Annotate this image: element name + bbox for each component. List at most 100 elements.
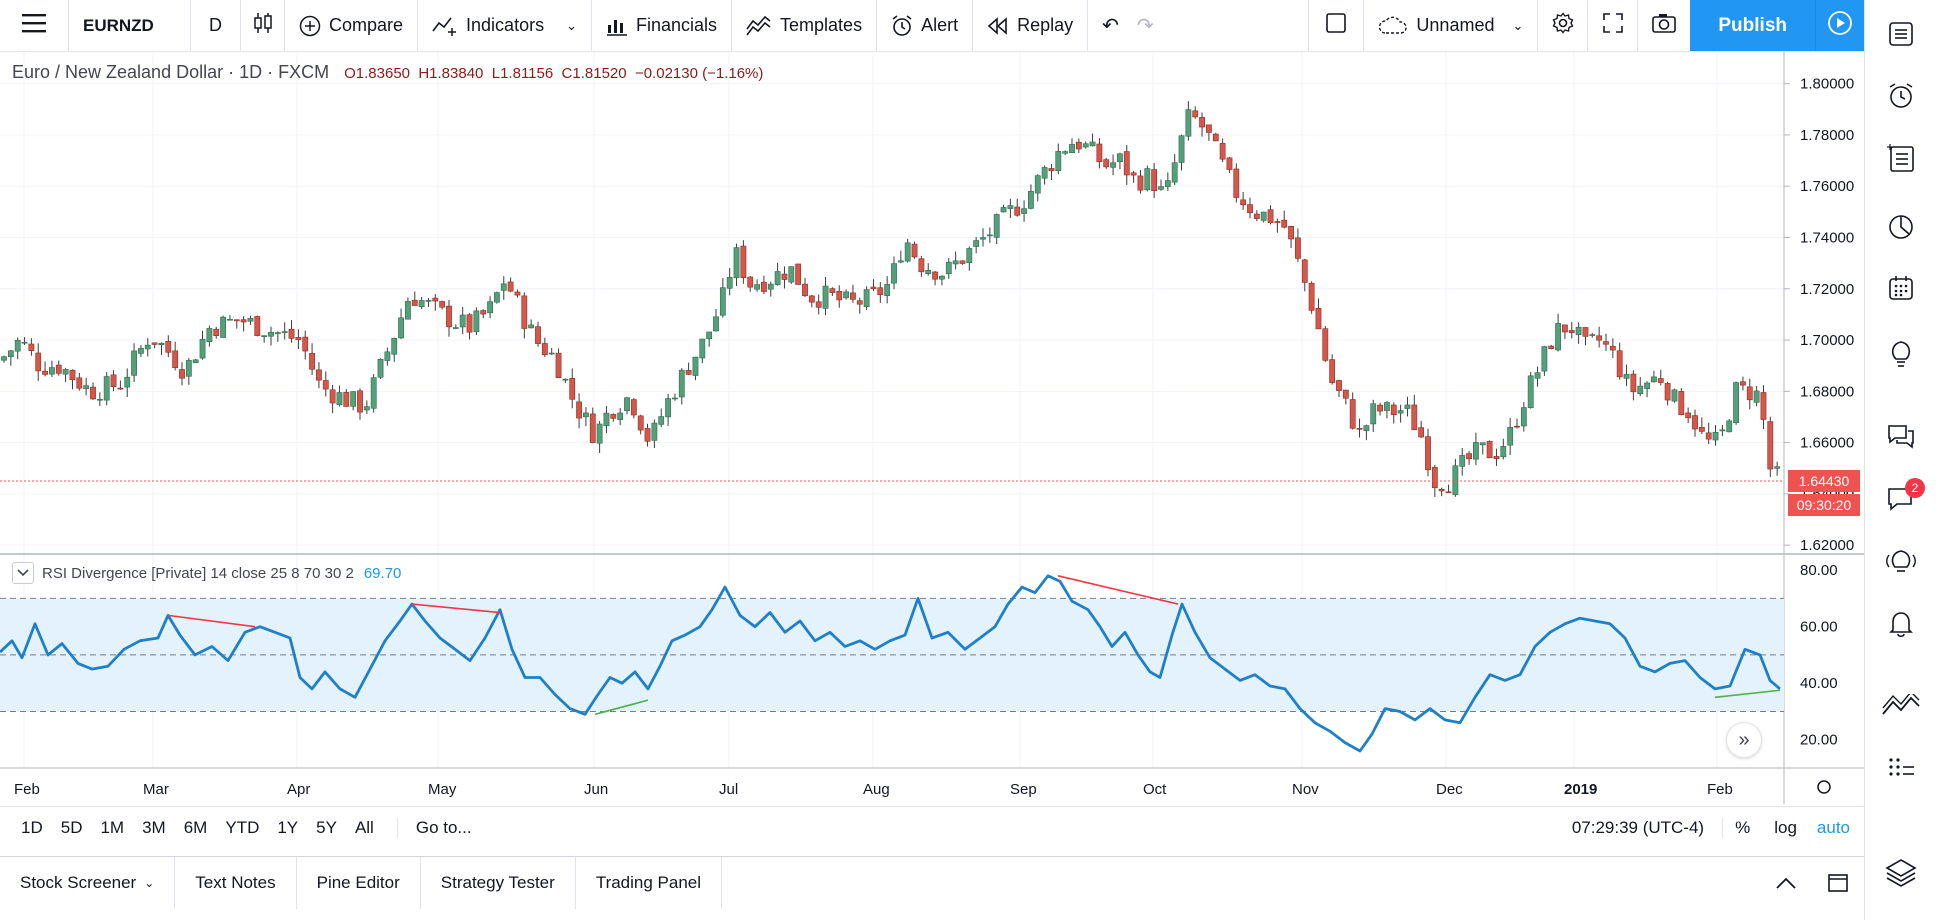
chart-type-button[interactable] [241,0,285,51]
candle-body [240,319,247,323]
notifications-button[interactable]: 2 [1865,472,1936,524]
candle-body [425,300,432,302]
ideas-button[interactable] [1865,328,1936,380]
interval-button[interactable]: D [191,0,241,51]
candle-body [850,292,856,300]
candle-body [1425,436,1431,471]
publish-button[interactable]: Publish [1690,0,1816,51]
candle-body [877,287,884,295]
percent-toggle[interactable]: % [1735,817,1751,837]
financials-button[interactable]: Financials [592,0,733,51]
expand-panel-button[interactable] [1760,873,1812,893]
candle-body [1041,167,1048,179]
range-ytd[interactable]: YTD [225,817,260,837]
clock-label[interactable]: 07:29:39 (UTC-4) [1572,817,1724,838]
range-3m[interactable]: 3M [142,817,166,837]
layout-menu-button[interactable]: Unnamed ⌄ [1364,0,1539,51]
menu-button[interactable] [0,0,69,51]
candle-body [452,327,459,329]
compare-button[interactable]: Compare [285,0,419,51]
layers-icon [1885,859,1917,887]
candle-body [1712,431,1719,441]
range-1m[interactable]: 1M [100,817,125,837]
candle-body [1267,209,1274,223]
streams-button[interactable] [1865,536,1936,588]
chart-canvas[interactable]: 1.80000 1.78000 1.76000 1.74000 1.72000 1.700… [0,52,1864,804]
time-tick-label: Mar [143,781,169,798]
indicators-button[interactable]: Indicators ⌄ [418,0,592,51]
range-5d[interactable]: 5D [60,817,83,837]
candle-body [322,380,329,390]
range-1y[interactable]: 1Y [277,817,299,837]
rsi-legend[interactable]: RSI Divergence [Private] 14 close 25 8 7… [12,562,401,584]
symbol-search[interactable]: EURNZD [69,0,191,51]
candle-body [945,261,952,275]
play-circle-icon [1827,10,1853,41]
publish-menu-button[interactable] [1816,0,1864,51]
candle-body [1377,404,1383,412]
scroll-to-realtime-button[interactable]: » [1726,722,1762,758]
candle-body [1404,404,1411,409]
chart-area[interactable]: 1.80000 1.78000 1.76000 1.74000 1.72000 1.700… [0,52,1864,804]
range-5y[interactable]: 5Y [316,817,337,837]
candle-body [1123,151,1130,176]
undo-icon[interactable]: ↶ [1102,15,1119,37]
candle-body [973,240,980,247]
price-tick-label: 1.66000 [1800,435,1854,452]
templates-button[interactable]: Templates [732,0,878,51]
change-value: −0.02130 (−1.16%) [634,65,764,82]
tab-label: Strategy Tester [440,872,555,892]
tab-text-notes[interactable]: Text Notes [175,856,297,909]
candle-body [1746,386,1753,401]
candle-body [96,398,103,401]
candle-body [713,316,719,332]
tab-stock-screener[interactable]: Stock Screener ⌄ [0,856,176,909]
calendar-button[interactable] [1865,262,1936,314]
candle-body [1589,334,1596,336]
candle-body [1103,159,1110,168]
candle-body [466,314,473,333]
watchlist-button[interactable] [1865,8,1936,60]
candle-body [966,248,973,264]
candle-body [1164,180,1171,187]
tab-label: Pine Editor [316,872,400,892]
range-6m[interactable]: 6M [183,817,208,837]
chats-button[interactable] [1865,410,1936,462]
tradingview-button[interactable] [1865,680,1936,732]
financials-icon [606,15,628,37]
collapse-legend-button[interactable] [12,562,34,584]
alerts-bell-button[interactable] [1865,598,1936,650]
settings-button[interactable] [1538,0,1589,51]
candle-body [706,331,713,340]
log-toggle[interactable]: log [1774,817,1797,837]
fullscreen-select-button[interactable] [1308,0,1365,51]
alerts-button[interactable] [1865,70,1936,122]
candle-body [233,319,240,322]
candle-body [1028,191,1034,209]
candle-body [329,389,336,404]
snapshot-button[interactable] [1638,0,1690,51]
range-all[interactable]: All [354,817,374,837]
alert-button[interactable]: Alert [877,0,974,51]
tab-trading-panel[interactable]: Trading Panel [576,856,723,909]
data-window-button[interactable] [1865,132,1936,184]
tab-strategy-tester[interactable]: Strategy Tester [421,856,576,909]
auto-toggle[interactable]: auto [1816,817,1850,837]
maximize-panel-button[interactable] [1812,873,1864,893]
hotlist-button[interactable] [1865,200,1936,252]
fullscreen-button[interactable] [1588,0,1639,51]
more-tools-button[interactable] [1865,742,1936,794]
candle-body [1609,345,1616,351]
replay-button[interactable]: Replay [973,0,1089,51]
price-tick-label: 1.80000 [1800,76,1854,93]
candle-body [569,378,576,400]
goto-button[interactable]: Go to... [396,817,472,838]
candle-body [617,412,624,420]
redo-icon[interactable]: ↷ [1136,15,1154,37]
range-1d[interactable]: 1D [21,817,43,837]
candle-body [1370,403,1377,425]
tab-pine-editor[interactable]: Pine Editor [297,856,421,909]
candle-body [55,364,62,374]
layers-button[interactable] [1865,846,1936,898]
indicators-label: Indicators [466,15,545,35]
